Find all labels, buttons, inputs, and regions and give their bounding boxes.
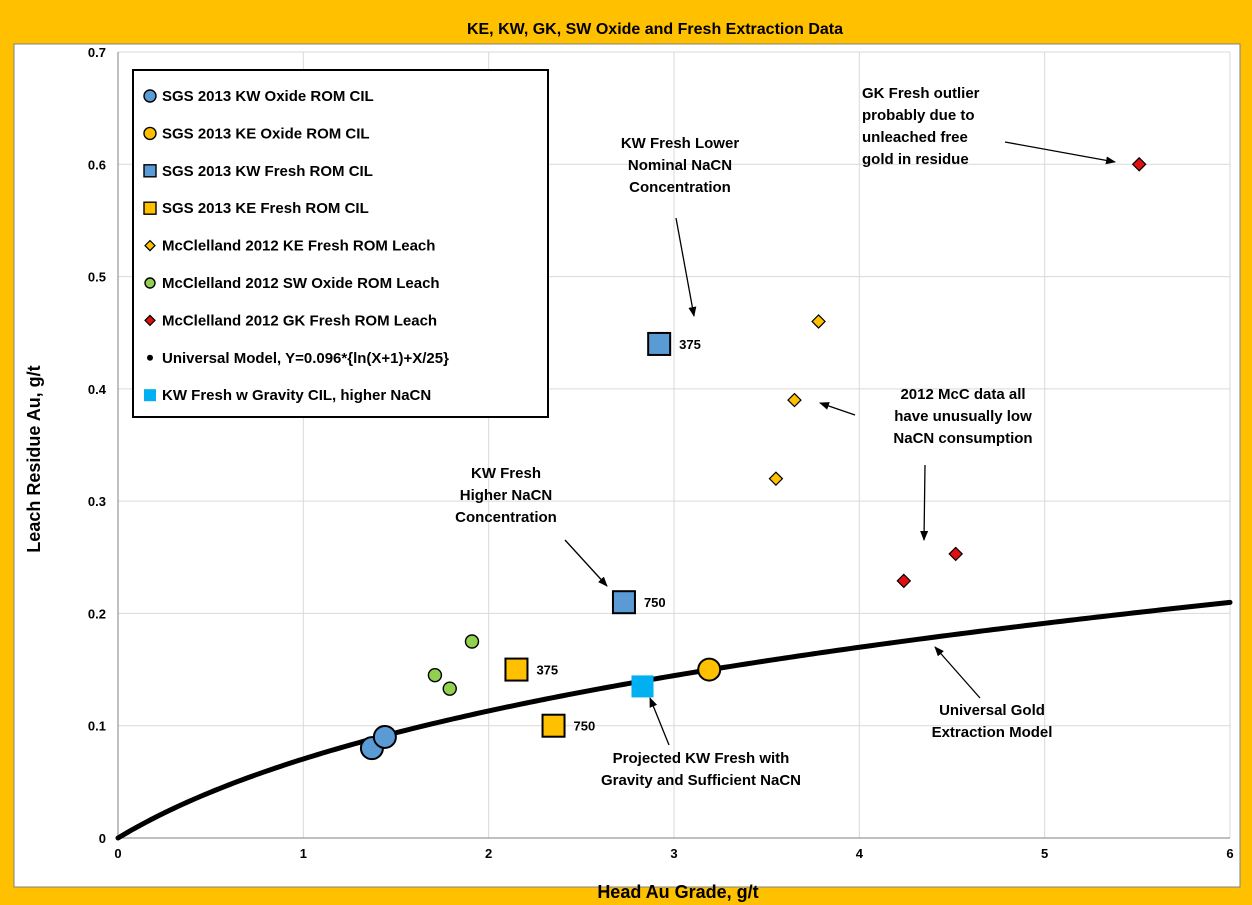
- legend-label: Universal Model, Y=0.096*{ln(X+1)+X/25}: [162, 350, 449, 367]
- x-tick-label: 3: [670, 846, 677, 861]
- annotation-arrow: [649, 697, 670, 746]
- legend-marker: [143, 89, 157, 103]
- legend-box: [132, 69, 549, 418]
- data-label: 375: [679, 337, 701, 352]
- legend-marker: [144, 239, 156, 252]
- annotation-text: Nominal NaCN: [628, 157, 732, 174]
- x-axis-label: Head Au Grade, g/t: [597, 882, 758, 902]
- annotation-text: Universal Gold: [939, 702, 1045, 719]
- annotation-text: NaCN consumption: [893, 430, 1032, 447]
- data-point: [611, 590, 636, 615]
- data-point: [768, 471, 784, 487]
- data-point: [787, 392, 802, 408]
- annotation-text: Gravity and Sufficient NaCN: [601, 772, 801, 789]
- data-label: 750: [574, 719, 596, 734]
- annotation-text: gold in residue: [862, 151, 969, 168]
- annotation-text: Concentration: [629, 179, 731, 196]
- x-tick-label: 0: [114, 846, 121, 861]
- y-tick-label: 0: [99, 831, 106, 846]
- data-point: [697, 657, 722, 682]
- annotation-text: Extraction Model: [932, 724, 1053, 741]
- data-point: [372, 724, 397, 749]
- data-point: [427, 667, 443, 683]
- y-tick-label: 0.6: [88, 157, 106, 172]
- legend-marker: [144, 314, 156, 327]
- data-point: [442, 681, 457, 696]
- tick-labels: 0 1 2 3 4 5 6 0 0.1 0.2 0.3 0.4 0.5 0.6 0.7: [88, 45, 1234, 861]
- data-point: [647, 331, 672, 356]
- legend-marker: [143, 164, 157, 178]
- annotations: GK Fresh outlier probably due to unleached…: [455, 85, 1116, 789]
- data-points: 375 750 375 750: [359, 156, 1147, 761]
- annotation-arrow: [675, 217, 697, 317]
- x-tick-label: 4: [856, 846, 864, 861]
- annotation-text: GK Fresh outlier: [862, 85, 980, 102]
- legend-label: SGS 2013 KE Oxide ROM CIL: [162, 125, 370, 142]
- y-tick-label: 0.7: [88, 45, 106, 60]
- legend-label: SGS 2013 KW Oxide ROM CIL: [162, 88, 374, 105]
- legend: SGS 2013 KW Oxide ROM CIL SGS 2013 KE Oxi…: [132, 69, 549, 418]
- legend-marker: [143, 201, 157, 215]
- data-point: [504, 657, 529, 682]
- annotation-text: KW Fresh Lower: [621, 135, 740, 152]
- legend-marker: [144, 277, 156, 289]
- annotation-text: have unusually low: [894, 408, 1032, 425]
- data-point: [464, 634, 480, 649]
- x-tick-label: 6: [1226, 846, 1233, 861]
- y-axis-label: Leach Residue Au, g/t: [24, 365, 44, 552]
- data-point: [896, 573, 912, 589]
- legend-marker: [144, 389, 156, 402]
- data-label: 750: [644, 595, 666, 610]
- data-point: [948, 546, 964, 562]
- annotation-arrow: [934, 646, 981, 699]
- annotation-arrow: [564, 539, 608, 587]
- legend-label: McClelland 2012 SW Oxide ROM Leach: [162, 275, 440, 292]
- data-point: [1131, 156, 1147, 172]
- x-tick-label: 5: [1041, 846, 1048, 861]
- annotation-text: Projected KW Fresh with: [613, 750, 790, 767]
- annotation-arrow: [920, 464, 929, 541]
- model-curve: [115, 599, 1233, 841]
- legend-marker: [143, 126, 157, 141]
- data-point: [631, 675, 654, 698]
- data-label: 375: [536, 663, 558, 678]
- annotation-text: KW Fresh: [471, 465, 541, 482]
- annotation-arrow: [819, 402, 856, 416]
- legend-label: SGS 2013 KW Fresh ROM CIL: [162, 163, 373, 180]
- annotation-text: 2012 McC data all: [900, 386, 1025, 403]
- legend-marker: [147, 354, 153, 361]
- y-tick-label: 0.5: [88, 270, 106, 285]
- legend-label: SGS 2013 KE Fresh ROM CIL: [162, 200, 369, 217]
- model-curve-line: [115, 599, 1233, 841]
- data-point: [811, 314, 826, 329]
- annotation-arrow: [1004, 141, 1116, 165]
- chart-title: KE, KW, GK, SW Oxide and Fresh Extractio…: [467, 21, 843, 38]
- legend-label: KW Fresh w Gravity CIL, higher NaCN: [162, 387, 431, 404]
- x-tick-label: 2: [485, 846, 492, 861]
- y-tick-label: 0.1: [88, 719, 106, 734]
- y-tick-label: 0.3: [88, 494, 106, 509]
- data-point: [541, 713, 566, 738]
- annotation-text: probably due to: [862, 107, 975, 124]
- legend-label: McClelland 2012 GK Fresh ROM Leach: [162, 312, 437, 329]
- legend-label: McClelland 2012 KE Fresh ROM Leach: [162, 238, 435, 255]
- annotation-text: Higher NaCN: [460, 487, 553, 504]
- y-tick-label: 0.2: [88, 606, 106, 621]
- annotation-text: unleached free: [862, 129, 968, 146]
- annotation-text: Concentration: [455, 509, 557, 526]
- x-tick-label: 1: [300, 846, 307, 861]
- axes: [117, 52, 1230, 839]
- y-tick-label: 0.4: [88, 382, 107, 397]
